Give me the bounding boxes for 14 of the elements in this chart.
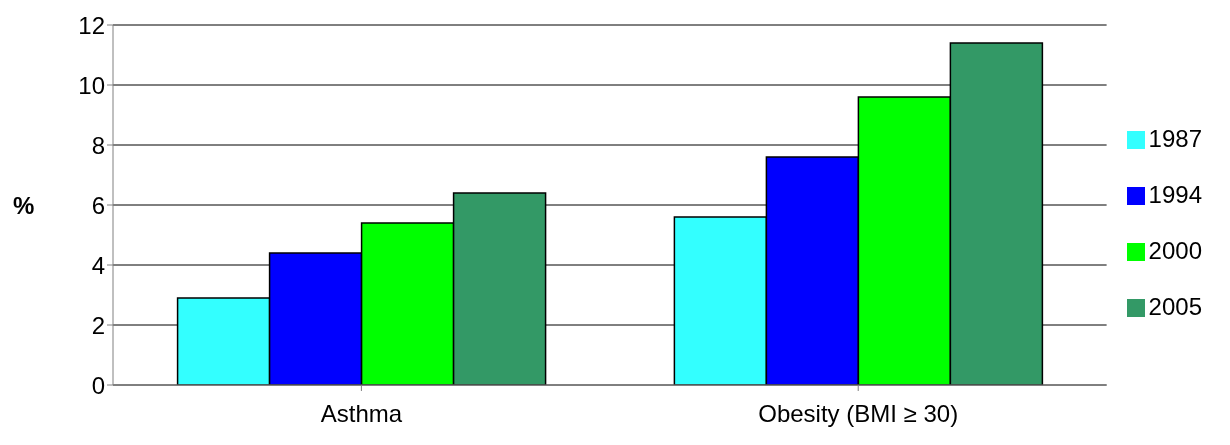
y-axis-title: % <box>13 191 35 219</box>
y-tick-label: 4 <box>91 251 105 279</box>
legend-label: 2005 <box>1148 292 1202 320</box>
y-tick-label: 8 <box>91 131 105 159</box>
y-tick-label: 6 <box>91 191 105 219</box>
y-tick-label: 2 <box>91 311 105 339</box>
y-tick-label: 12 <box>78 11 105 39</box>
y-tick-label: 10 <box>78 71 105 99</box>
x-tick-label: Obesity (BMI ≥ 30) <box>758 400 959 428</box>
y-tick-label: 0 <box>91 371 105 399</box>
x-tick-label: Asthma <box>320 400 403 428</box>
legend-label: 1987 <box>1148 124 1202 152</box>
legend-label: 1994 <box>1148 180 1202 208</box>
legend-label: 2000 <box>1148 236 1202 264</box>
